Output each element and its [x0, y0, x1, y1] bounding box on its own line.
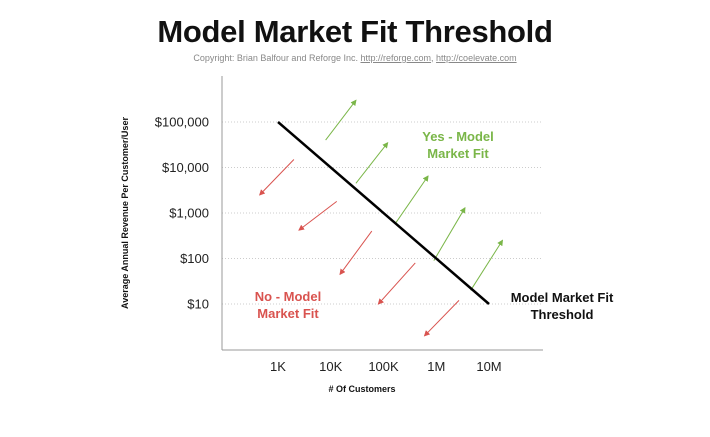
yes-market-fit-label: Yes - Model	[422, 129, 494, 144]
y-tick-label: $1,000	[169, 206, 209, 221]
x-tick-label: 10K	[319, 359, 342, 374]
gridlines	[222, 121, 543, 305]
arrows	[259, 99, 504, 337]
annotations: Yes - Model Market Fit No - Model Market Fi…	[255, 129, 614, 322]
up-arrow	[470, 239, 504, 291]
no-market-fit-label: No - Model	[255, 289, 321, 304]
x-tick-label: 1K	[270, 359, 286, 374]
down-arrow	[298, 200, 338, 231]
page-title: Model Market Fit Threshold	[157, 14, 553, 49]
x-tick-label: 1M	[427, 359, 445, 374]
yes-market-fit-label: Market Fit	[427, 146, 489, 161]
down-arrow	[259, 159, 295, 196]
y-tick-label: $10,000	[162, 160, 209, 175]
up-arrow	[395, 175, 429, 224]
down-arrow	[339, 230, 373, 276]
y-tick-labels: $10 $100 $1,000 $10,000 $100,000	[155, 115, 209, 312]
reforge-link[interactable]: http://reforge.com	[360, 53, 432, 63]
coelevate-link[interactable]: http://coelevate.com	[436, 53, 517, 63]
threshold-line	[277, 121, 490, 305]
y-axis-label: Average Annual Revenue Per Customer/User	[120, 117, 130, 309]
up-arrow	[325, 99, 357, 141]
x-tick-label: 100K	[368, 359, 399, 374]
y-tick-label: $100,000	[155, 115, 209, 130]
up-arrow	[355, 141, 389, 184]
down-arrow	[423, 300, 460, 337]
no-market-fit-label: Market Fit	[257, 306, 319, 321]
copyright-line: Copyright: Brian Balfour and Reforge Inc…	[0, 53, 710, 63]
x-axis-label: # Of Customers	[328, 384, 395, 394]
up-arrow	[433, 206, 466, 261]
copyright-text: Copyright: Brian Balfour and Reforge Inc…	[193, 53, 361, 63]
threshold-group	[277, 121, 490, 305]
y-tick-label: $10	[187, 297, 209, 312]
x-tick-labels: 1K 10K 100K 1M 10M	[270, 359, 502, 374]
copyright-separator: ,	[431, 53, 437, 63]
threshold-label: Model Market Fit	[511, 290, 614, 305]
down-arrow	[377, 262, 416, 305]
y-tick-label: $100	[180, 251, 209, 266]
axes	[221, 76, 543, 351]
x-tick-label: 10M	[476, 359, 501, 374]
threshold-label: Threshold	[531, 307, 594, 322]
